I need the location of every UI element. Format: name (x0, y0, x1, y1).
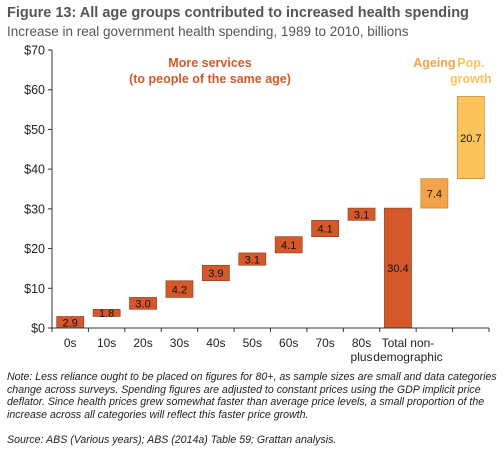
y-tick-label: $60 (24, 83, 45, 97)
y-axis-ticks: $0 $10 $20 $30 $40 $50 $60 $70 (24, 44, 490, 336)
bar-value-label: 1.8 (99, 308, 114, 320)
bar-value-label: 30.4 (387, 263, 408, 275)
x-category-label: 20s (133, 336, 152, 350)
bar-5 (238, 252, 267, 266)
x-category-label: 0s (64, 336, 77, 350)
bar-2 (129, 297, 157, 310)
bar-value-label: 3.0 (135, 299, 150, 311)
bar-value-label: 4.1 (281, 240, 296, 252)
bar-value-label: 20.7 (460, 133, 481, 145)
bar-9 (384, 207, 412, 329)
bar-value-label: 3.9 (208, 268, 223, 280)
bar-value-label: 3.1 (245, 254, 260, 266)
bar-4 (202, 264, 230, 282)
figure-subtitle: Increase in real government health spend… (7, 24, 409, 39)
figure-title: Figure 13: All age groups contributed to… (7, 5, 469, 21)
annotation-growth: Pop. (457, 56, 484, 70)
chart-bars (56, 96, 485, 329)
annotation-services: More services (168, 56, 251, 70)
y-tick-label: $70 (24, 44, 45, 58)
x-category-label: 40s (206, 336, 225, 350)
x-category-label: 70s (315, 336, 334, 350)
bar-6 (274, 236, 303, 254)
y-tick-label: $50 (24, 123, 45, 137)
figure-source: Source: ABS (Various years); ABS (2014a)… (7, 434, 337, 446)
y-tick-label: $30 (24, 202, 45, 216)
chart-annotations: More services (to people of the same age)… (129, 56, 492, 86)
bar-value-labels: 2.9 1.8 3.0 4.2 3.9 3.1 4.1 4.1 3.1 30.4 7.4 20.7 (63, 133, 482, 330)
annotation-ageing: Ageing (413, 56, 455, 70)
x-category-label: 50s (243, 336, 262, 350)
bar-value-label: 4.2 (172, 284, 187, 296)
y-tick-label: $40 (24, 163, 45, 177)
bar-1 (92, 309, 121, 317)
bar-7 (311, 220, 339, 237)
y-tick-label: $10 (24, 282, 45, 296)
bar-value-label: 4.1 (317, 224, 332, 236)
x-category-label: demographic (373, 350, 442, 364)
x-category-label: 60s (279, 336, 298, 350)
bar-10 (420, 178, 449, 209)
bar-value-label: 7.4 (427, 189, 442, 201)
y-tick-label: $20 (24, 242, 45, 256)
y-tick-label: $0 (31, 322, 45, 336)
x-category-label: 30s (170, 336, 189, 350)
bar-3 (165, 280, 194, 298)
x-category-label: Total non- (382, 336, 435, 350)
x-category-label: 10s (97, 336, 116, 350)
bar-value-label: 2.9 (63, 317, 78, 329)
bar-8 (347, 207, 376, 221)
waterfall-chart: $0 $10 $20 $30 $40 $50 $60 $70 2.9 1.8 3.0 4.2 3.9 3… (24, 44, 492, 365)
bar-11 (456, 96, 485, 179)
x-category-label: 80s (352, 336, 371, 350)
bar-value-label: 3.1 (354, 209, 369, 221)
annotation-growth: growth (450, 72, 492, 86)
x-category-label: plus (351, 350, 373, 364)
annotation-services: (to people of the same age) (129, 72, 291, 86)
figure-note: Note: Less reliance ought to be placed o… (7, 371, 497, 421)
